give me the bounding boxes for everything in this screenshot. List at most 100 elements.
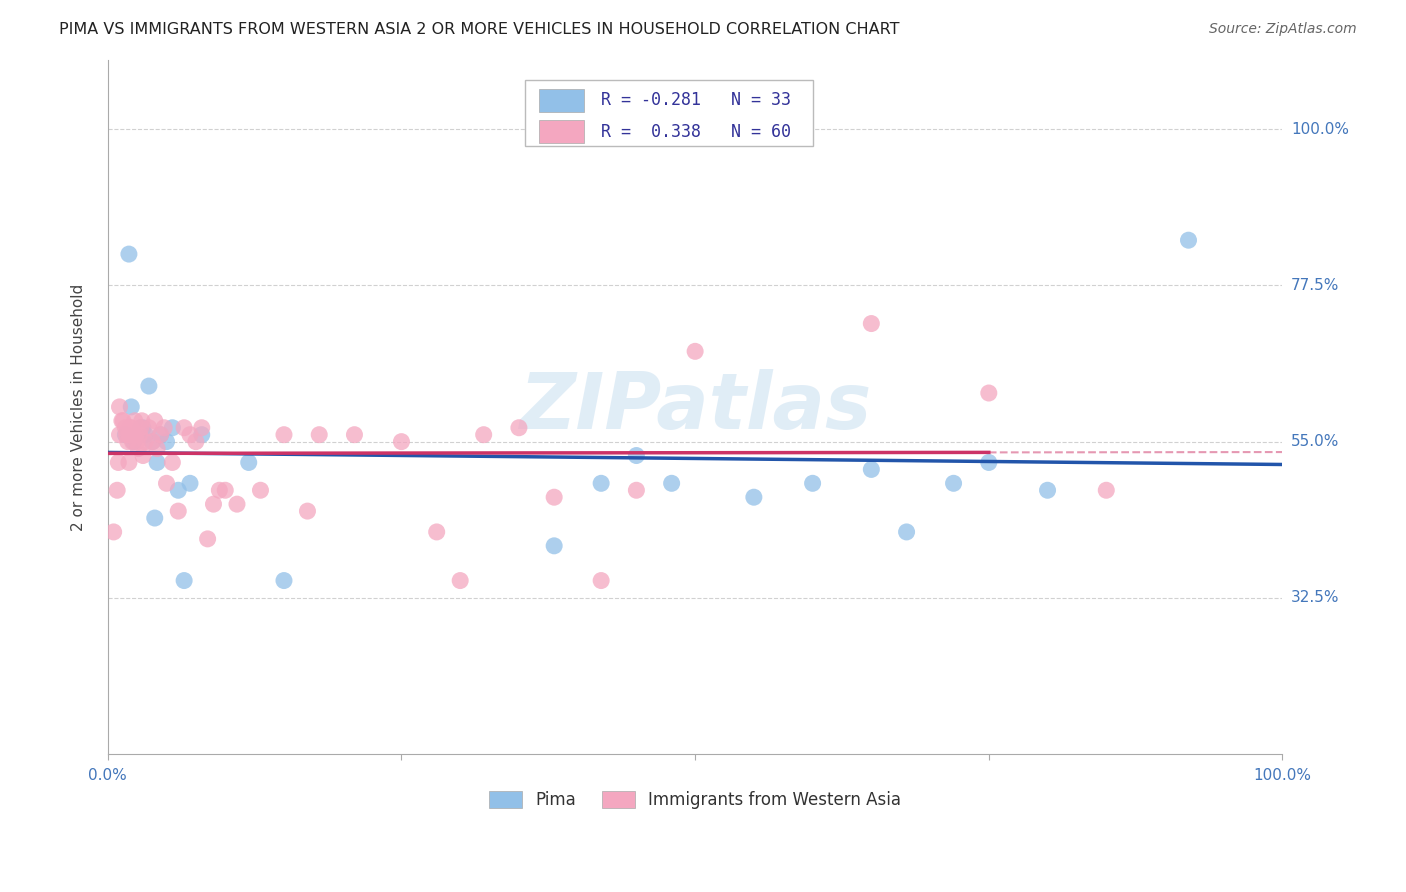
FancyBboxPatch shape (524, 80, 813, 146)
Point (128, 427, 150, 442)
Point (742, 490, 765, 504)
FancyBboxPatch shape (538, 89, 583, 112)
Point (249, 483, 271, 498)
Point (153, 421, 176, 435)
Point (626, 449, 648, 463)
Point (132, 449, 155, 463)
Point (197, 532, 219, 546)
Point (146, 442, 169, 456)
Point (214, 483, 236, 498)
Point (190, 427, 212, 442)
Legend: Pima, Immigrants from Western Asia: Pima, Immigrants from Western Asia (482, 784, 908, 815)
Point (115, 427, 138, 442)
Point (103, 524, 125, 539)
Point (661, 476, 683, 491)
Text: R = -0.281   N = 33: R = -0.281 N = 33 (602, 91, 792, 109)
Point (1177, 233, 1199, 247)
Point (508, 421, 530, 435)
Point (149, 427, 172, 442)
Point (131, 414, 153, 428)
Point (108, 427, 131, 442)
Text: 0.0%: 0.0% (89, 768, 127, 783)
Point (860, 462, 883, 476)
Point (143, 414, 166, 428)
Point (977, 455, 1000, 469)
Point (626, 483, 648, 498)
Point (208, 483, 231, 498)
Point (238, 455, 260, 469)
Point (472, 427, 495, 442)
Point (1095, 483, 1118, 498)
Point (162, 421, 184, 435)
Point (591, 476, 613, 491)
Point (124, 414, 146, 428)
Point (125, 427, 148, 442)
Point (105, 483, 128, 498)
Text: 55.0%: 55.0% (1291, 434, 1339, 450)
Point (179, 476, 201, 491)
Point (162, 455, 184, 469)
Text: Source: ZipAtlas.com: Source: ZipAtlas.com (1209, 22, 1357, 37)
Point (134, 427, 156, 442)
Text: 100.0%: 100.0% (1254, 768, 1312, 783)
Point (173, 574, 195, 588)
Point (173, 421, 195, 435)
Point (114, 427, 136, 442)
Point (683, 344, 706, 359)
Point (543, 490, 565, 504)
Point (134, 434, 156, 449)
Point (896, 524, 918, 539)
Point (167, 483, 190, 498)
Point (129, 421, 152, 435)
Point (155, 476, 177, 491)
Point (112, 414, 135, 428)
Point (146, 455, 169, 469)
Text: PIMA VS IMMIGRANTS FROM WESTERN ASIA 2 OR MORE VEHICLES IN HOUSEHOLD CORRELATION: PIMA VS IMMIGRANTS FROM WESTERN ASIA 2 O… (59, 22, 900, 37)
Point (1036, 483, 1059, 498)
Text: 100.0%: 100.0% (1291, 121, 1348, 136)
Point (141, 434, 163, 449)
Y-axis label: 2 or more Vehicles in Household: 2 or more Vehicles in Household (72, 284, 86, 531)
Text: 32.5%: 32.5% (1291, 591, 1340, 606)
Point (129, 421, 152, 435)
Point (120, 400, 142, 414)
Point (122, 427, 145, 442)
Point (127, 427, 149, 442)
Point (111, 414, 134, 428)
Point (179, 427, 201, 442)
Point (138, 421, 160, 435)
Point (226, 497, 249, 511)
Point (543, 539, 565, 553)
Point (138, 379, 160, 393)
Point (127, 442, 149, 456)
Point (118, 427, 141, 442)
Point (167, 504, 190, 518)
Point (107, 455, 129, 469)
Point (308, 427, 330, 442)
Point (202, 497, 225, 511)
Point (118, 247, 141, 261)
Point (942, 476, 965, 491)
Point (114, 421, 136, 435)
Point (132, 421, 155, 435)
Text: R =  0.338   N = 60: R = 0.338 N = 60 (602, 123, 792, 141)
Point (120, 421, 142, 435)
Point (118, 455, 141, 469)
Point (117, 434, 139, 449)
Point (190, 421, 212, 435)
Point (801, 476, 824, 491)
Point (391, 434, 413, 449)
Point (860, 317, 883, 331)
Text: 77.5%: 77.5% (1291, 277, 1339, 293)
Point (121, 434, 143, 449)
Point (297, 504, 319, 518)
Point (143, 511, 166, 525)
Point (591, 574, 613, 588)
Point (120, 421, 142, 435)
Point (127, 434, 149, 449)
Point (141, 434, 163, 449)
Point (155, 434, 177, 449)
Point (273, 574, 295, 588)
FancyBboxPatch shape (538, 120, 583, 144)
Point (149, 427, 172, 442)
